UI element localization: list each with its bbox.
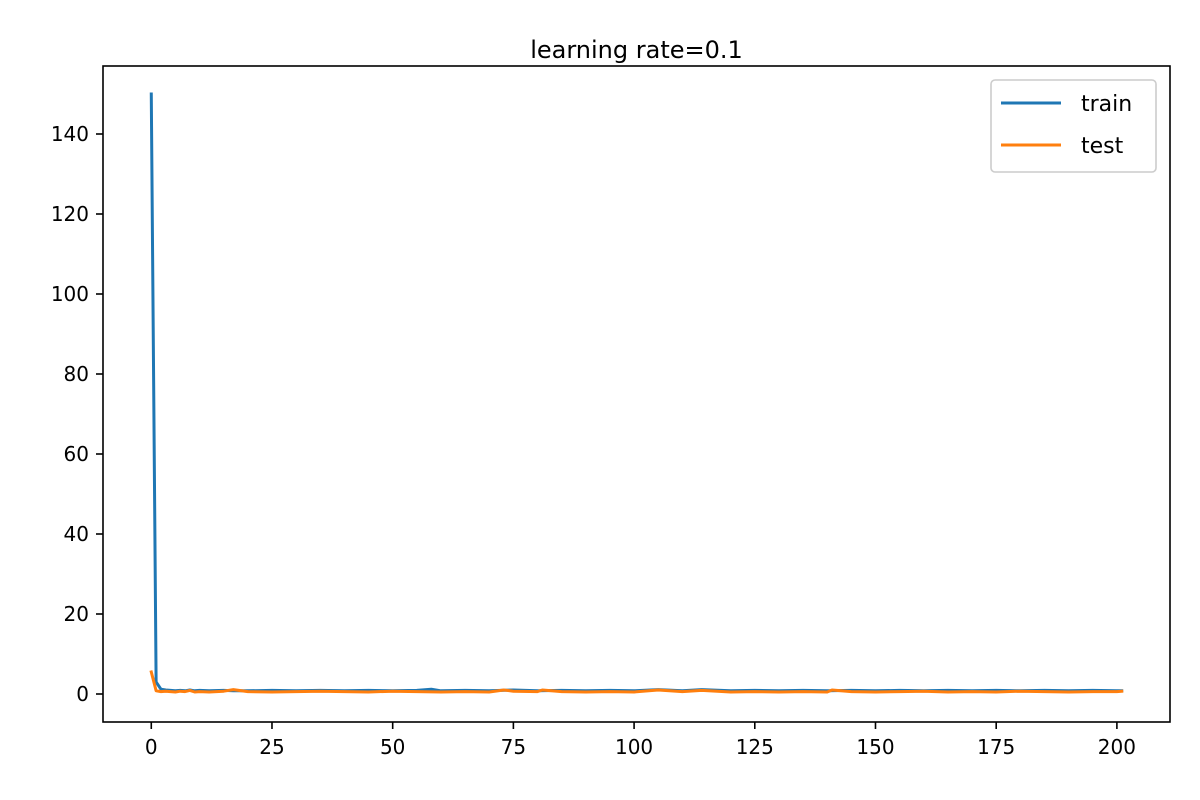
x-tick-label: 200	[1098, 735, 1136, 759]
legend-label-train: train	[1081, 92, 1132, 117]
x-tick-label: 50	[380, 735, 405, 759]
legend-label-test: test	[1081, 134, 1124, 159]
x-tick-label: 0	[145, 735, 158, 759]
y-tick-label: 120	[51, 202, 89, 226]
y-tick-label: 80	[64, 362, 89, 386]
series-layer	[149, 92, 1124, 694]
y-tick-label: 20	[64, 602, 89, 626]
chart-title: learning rate=0.1	[530, 36, 743, 64]
y-tick-label: 60	[64, 442, 89, 466]
x-tick-label: 100	[615, 735, 653, 759]
y-tick-label: 0	[76, 682, 89, 706]
x-tick-label: 175	[977, 735, 1015, 759]
axes-layer: 0 25 50 75 100 125 150 175 200 0 20 40 60 80 100 120 140	[51, 65, 1171, 759]
x-tick-label: 150	[856, 735, 894, 759]
plot-frame	[102, 65, 1171, 723]
legend: train test	[990, 79, 1157, 173]
series-line-test	[149, 670, 1124, 694]
x-tick-label: 25	[259, 735, 284, 759]
series-line-train	[149, 92, 1124, 693]
y-tick-label: 40	[64, 522, 89, 546]
y-tick-label: 100	[51, 282, 89, 306]
x-tick-label: 75	[501, 735, 526, 759]
x-tick-label: 125	[736, 735, 774, 759]
y-tick-label: 140	[51, 122, 89, 146]
